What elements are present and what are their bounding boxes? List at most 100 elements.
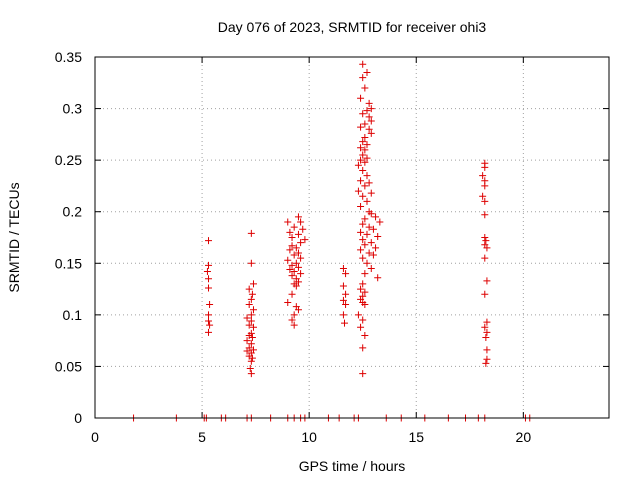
data-point <box>243 337 251 345</box>
data-point <box>203 268 211 276</box>
tick-layer: 0 5 10 15 20 0 0.05 0.1 0.15 0.2 0.25 0.3 0.35 <box>55 49 609 445</box>
data-point <box>365 249 373 257</box>
data-points <box>130 60 534 422</box>
data-point <box>374 274 382 282</box>
data-point <box>288 272 296 280</box>
data-point <box>481 254 489 262</box>
data-point <box>367 189 375 197</box>
data-point <box>205 317 213 325</box>
data-point <box>245 285 253 293</box>
data-point <box>290 251 298 259</box>
y-tick-label: 0.05 <box>55 358 82 374</box>
data-point <box>357 228 365 236</box>
data-point <box>361 133 369 141</box>
y-tick-label: 0.3 <box>63 101 83 117</box>
data-point <box>483 328 491 336</box>
data-point <box>359 220 367 228</box>
y-tick-label: 0.35 <box>55 49 82 65</box>
y-tick-label: 0.25 <box>55 152 82 168</box>
data-point <box>361 241 369 249</box>
data-point <box>245 321 253 329</box>
data-point <box>359 138 367 146</box>
data-point <box>288 261 296 269</box>
data-point <box>292 259 300 267</box>
data-point <box>367 210 375 218</box>
data-point <box>359 192 367 200</box>
data-point <box>479 192 487 200</box>
data-point <box>342 290 350 298</box>
data-point <box>288 234 296 241</box>
data-point <box>339 311 347 319</box>
data-point <box>292 282 300 290</box>
data-point <box>357 94 365 102</box>
data-point <box>284 298 292 306</box>
data-point <box>284 256 292 264</box>
data-point <box>357 144 365 152</box>
data-point <box>342 270 350 278</box>
data-point <box>299 225 307 233</box>
x-tick-label: 15 <box>408 429 424 445</box>
y-tick-label: 0.2 <box>63 204 83 220</box>
data-point <box>247 311 255 319</box>
data-point <box>290 311 298 319</box>
data-point <box>339 296 347 304</box>
data-point <box>483 244 491 252</box>
y-tick-label: 0.1 <box>63 307 83 323</box>
data-point <box>357 323 365 331</box>
data-point <box>357 156 365 164</box>
data-point <box>483 355 491 363</box>
data-point <box>284 218 292 226</box>
data-point <box>205 237 213 245</box>
x-tick-label: 10 <box>301 429 317 445</box>
data-point <box>361 215 369 223</box>
data-point <box>248 354 256 362</box>
data-point <box>365 179 373 187</box>
data-point <box>342 301 350 309</box>
grid-layer <box>95 57 609 418</box>
x-axis-label: GPS time / hours <box>299 458 406 474</box>
data-point <box>367 105 375 113</box>
data-point <box>354 187 362 195</box>
data-point <box>357 123 365 131</box>
data-point <box>357 203 365 211</box>
data-point <box>365 99 373 107</box>
data-point <box>286 228 294 236</box>
data-point <box>354 311 362 319</box>
data-point <box>369 251 377 259</box>
data-point <box>339 264 347 272</box>
data-point <box>288 242 296 250</box>
data-point <box>294 306 302 314</box>
plot-border <box>94 56 610 419</box>
data-point <box>361 182 369 190</box>
data-point <box>246 364 254 372</box>
data-point <box>479 172 487 180</box>
data-point <box>365 125 373 133</box>
data-point <box>363 230 371 238</box>
data-point <box>288 290 296 298</box>
data-point <box>286 265 294 273</box>
data-point <box>290 223 298 231</box>
data-point <box>483 346 491 354</box>
data-point <box>481 182 489 190</box>
data-point <box>292 244 300 252</box>
x-tick-label: 0 <box>91 429 99 445</box>
data-point <box>339 282 347 290</box>
data-point <box>363 259 371 267</box>
data-point <box>367 264 375 272</box>
data-point <box>359 344 367 352</box>
data-point <box>249 280 257 288</box>
data-point <box>247 259 255 267</box>
data-point <box>249 306 257 314</box>
data-point <box>369 225 377 233</box>
data-point <box>243 314 251 322</box>
data-point <box>482 359 490 367</box>
data-point <box>247 295 255 303</box>
data-point <box>359 74 367 82</box>
data-point <box>374 232 382 240</box>
data-point <box>249 323 257 331</box>
data-point <box>357 285 365 293</box>
data-point <box>359 280 367 288</box>
data-point <box>361 120 369 128</box>
data-point <box>359 60 367 68</box>
